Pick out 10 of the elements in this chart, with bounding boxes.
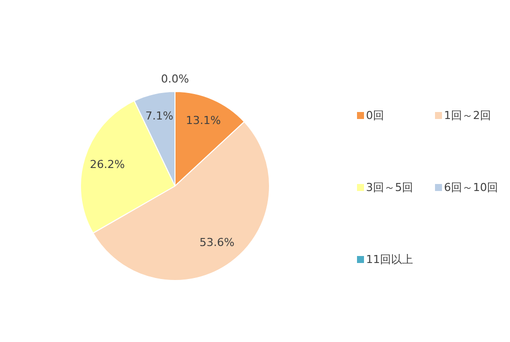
data-label: 53.6% (200, 236, 234, 249)
legend-label: 6回～10回 (444, 180, 498, 195)
legend-label: 0回 (366, 108, 384, 123)
data-label: 13.1% (186, 114, 221, 127)
legend-label: 11回以上 (366, 252, 413, 267)
data-label: 26.2% (90, 158, 125, 171)
legend-label: 1回～2回 (444, 108, 491, 123)
legend-label: 3回～5回 (366, 180, 413, 195)
data-label: 7.1% (145, 110, 174, 123)
text: 0.0% (161, 72, 189, 86)
